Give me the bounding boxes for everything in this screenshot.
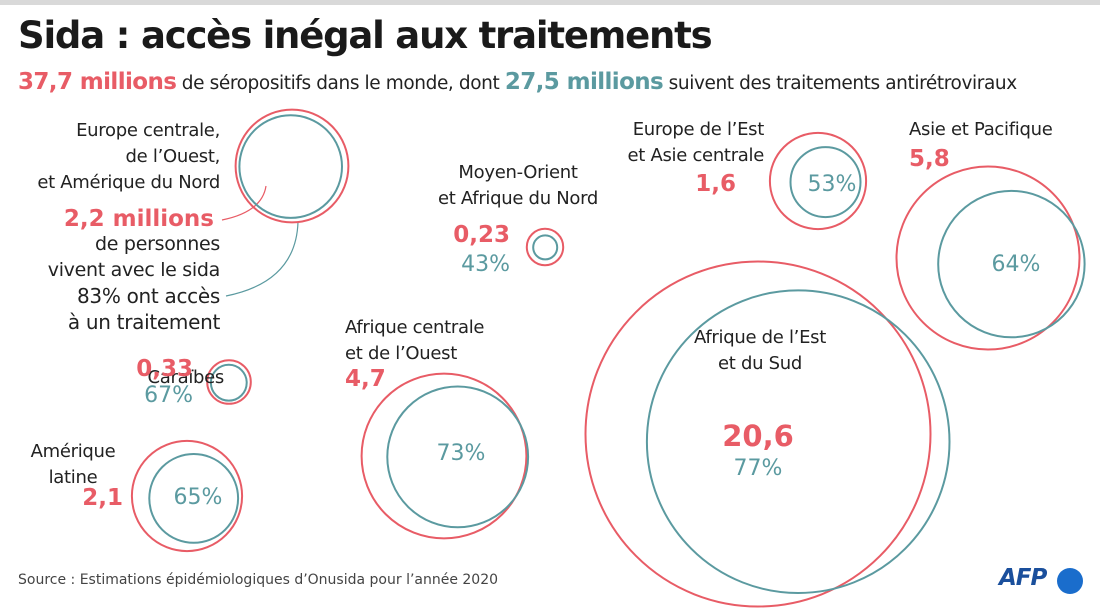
region-label-line: et Asie centrale: [627, 145, 765, 166]
bubble-treated-afrique-est-sud: [645, 289, 951, 595]
region-label-line: Afrique de l’Est: [694, 327, 826, 348]
region-label-line: de l’Ouest,: [125, 146, 221, 167]
region-label-amerique-latine: Amérique latine: [18, 439, 128, 491]
afp-logo-dot: [1057, 568, 1083, 594]
region-label-line: Afrique centrale: [345, 317, 485, 338]
bubble-living-europe-west-na: [234, 108, 350, 224]
value-treated-moyen-orient: 43%: [461, 252, 510, 277]
legend-living-text-1: de personnes: [95, 233, 220, 255]
legend-connectors: [221, 185, 299, 297]
legend-treated-text-2: à un traitement: [67, 310, 220, 334]
region-label-line: et Afrique du Nord: [437, 188, 599, 209]
region-label-line: Caraïbes: [147, 367, 224, 388]
subtitle-total-value: 37,7 millions: [18, 69, 177, 95]
subtitle-text-2: suivent des traitements antirétroviraux: [663, 73, 1018, 94]
region-label-asie-pacifique: Asie et Pacifique: [909, 117, 1053, 143]
chart-subtitle: 37,7 millions de séropositifs dans le mo…: [18, 69, 1017, 95]
top-rule: [0, 0, 1100, 5]
region-label-line: Moyen-Orient: [458, 162, 578, 183]
chart-title: Sida : accès inégal aux traitements: [18, 14, 713, 57]
region-label-caraibes: Caraïbes: [147, 365, 224, 391]
region-label-europe-est-asie-centrale: Europe de l’Est et Asie centrale: [627, 117, 765, 169]
bubble-treated-asie-pacifique: [937, 189, 1086, 339]
bubble-layer: [130, 108, 1086, 608]
region-label-line: latine: [48, 467, 98, 488]
value-treated-afrique-centrale-ouest: 73%: [436, 441, 486, 466]
value-living-amerique-latine: 2,1: [82, 485, 123, 511]
region-label-line: et Amérique du Nord: [37, 172, 220, 193]
bubble-living-afrique-est-sud: [584, 260, 932, 608]
value-living-moyen-orient: 0,23: [453, 222, 510, 248]
bubble-treated-europe-est-asie-centrale: [789, 146, 862, 219]
legend-living-connector: [221, 185, 267, 221]
bubble-living-amerique-latine: [130, 439, 244, 553]
value-living-asie-pacifique: 5,8: [909, 146, 950, 172]
subtitle-treated-value: 27,5 millions: [504, 69, 664, 95]
legend-living-text-2: vivent avec le sida: [47, 259, 221, 281]
bubble-treated-caraibes: [209, 363, 248, 402]
region-label-afrique-centrale-ouest: Afrique centrale et de l’Ouest: [345, 315, 484, 367]
bubble-living-asie-pacifique: [895, 165, 1081, 351]
region-label-moyen-orient: Moyen-Orient et Afrique du Nord: [398, 160, 638, 212]
region-label-europe-west-na: Europe centrale, de l’Ouest, et Amérique…: [37, 118, 220, 196]
value-living-afrique-centrale-ouest: 4,7: [345, 366, 386, 392]
bubble-living-europe-est-asie-centrale: [768, 131, 868, 231]
value-living-afrique-est-sud: 20,6: [722, 419, 794, 453]
legend-treated-connector: [225, 221, 299, 297]
region-label-line: Amérique: [30, 441, 116, 462]
region-label-line: Europe de l’Est: [632, 119, 765, 140]
value-living-europe-est-asie-centrale: 1,6: [695, 171, 736, 197]
legend-treated-text: 83% ont accès à un traitement: [68, 283, 220, 335]
region-label-line: et de l’Ouest: [345, 343, 457, 364]
value-living-caraibes: 0,33: [136, 356, 193, 382]
afp-logo-text: AFP: [999, 565, 1047, 591]
legend-living-value: 2,2 millions: [63, 206, 214, 232]
bubble-treated-amerique-latine: [148, 453, 240, 544]
legend-living-text: de personnes vivent avec le sida: [47, 231, 221, 283]
afp-logo: AFP: [999, 565, 1083, 597]
region-label-line: Europe centrale,: [76, 120, 220, 141]
region-label-line: Asie et Pacifique: [909, 119, 1053, 140]
value-treated-europe-est-asie-centrale: 53%: [807, 172, 857, 197]
subtitle-text-1: de séropositifs dans le monde, dont: [176, 73, 505, 94]
value-treated-afrique-est-sud: 77%: [733, 456, 783, 481]
bubble-living-afrique-centrale-ouest: [360, 372, 528, 540]
value-treated-asie-pacifique: 64%: [991, 252, 1041, 277]
legend-treated-text-1: 83% ont accès: [77, 284, 220, 308]
source-note: Source : Estimations épidémiologiques d’…: [18, 572, 499, 588]
value-treated-caraibes: 67%: [144, 383, 193, 408]
bubble-treated-europe-west-na: [238, 114, 344, 219]
bubble-living-moyen-orient: [525, 227, 565, 267]
bubble-living-caraibes: [206, 359, 252, 405]
bubble-treated-afrique-centrale-ouest: [386, 385, 530, 529]
bubble-treated-moyen-orient: [532, 234, 559, 261]
region-label-line: et du Sud: [718, 353, 802, 374]
region-label-afrique-est-sud: Afrique de l’Est et du Sud: [640, 325, 880, 377]
value-treated-amerique-latine: 65%: [173, 485, 223, 510]
